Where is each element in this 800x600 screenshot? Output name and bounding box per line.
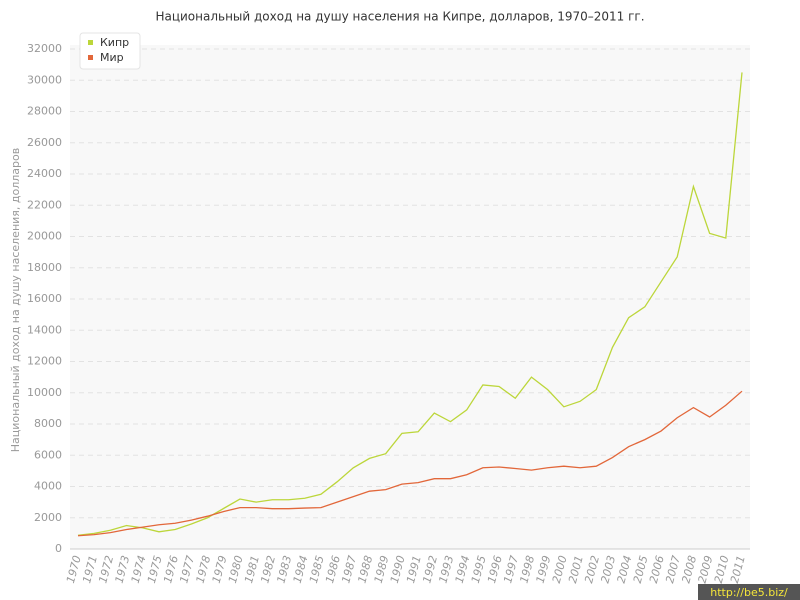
- legend-swatch: [88, 55, 93, 60]
- y-tick-label: 22000: [27, 198, 62, 211]
- legend: Кипр Мир: [79, 32, 141, 70]
- y-tick-label: 32000: [27, 42, 62, 55]
- legend-swatch: [88, 40, 93, 45]
- y-tick-label: 18000: [27, 261, 62, 274]
- y-tick-label: 26000: [27, 136, 62, 149]
- watermark: http://be5.biz/: [710, 586, 788, 599]
- y-tick-label: 14000: [27, 323, 62, 336]
- legend-box: [79, 32, 141, 70]
- series-line: [77, 72, 743, 536]
- y-tick-label: 12000: [27, 355, 62, 368]
- legend-label: Мир: [100, 51, 124, 64]
- y-tick-label: 30000: [27, 73, 62, 86]
- chart-title: Национальный доход на душу населения на …: [155, 10, 644, 24]
- plot-area: [70, 45, 750, 549]
- y-tick-label: 28000: [27, 105, 62, 118]
- series-line: [77, 390, 743, 537]
- watermark-box: [698, 584, 800, 600]
- y-axis-label: Национальный доход на душу населения, до…: [9, 148, 22, 452]
- y-tick-label: 0: [55, 542, 62, 555]
- y-tick-label: 10000: [27, 386, 62, 399]
- legend-label: Кипр: [100, 36, 129, 49]
- y-tick-label: 6000: [34, 448, 62, 461]
- y-tick-label: 8000: [34, 417, 62, 430]
- y-tick-label: 16000: [27, 292, 62, 305]
- y-tick-label: 4000: [34, 480, 62, 493]
- y-tick-label: 2000: [34, 511, 62, 524]
- y-tick-label: 24000: [27, 167, 62, 180]
- y-tick-label: 20000: [27, 230, 62, 243]
